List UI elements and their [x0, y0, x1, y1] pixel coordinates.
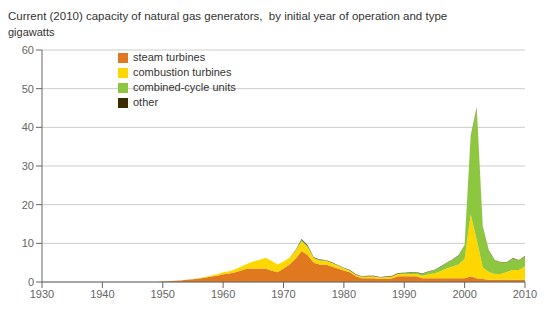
html-text:steam turbines: steam turbines — [133, 51, 206, 63]
html-text:combustion turbines: combustion turbines — [133, 66, 232, 78]
svg-text:1960: 1960 — [211, 288, 235, 300]
svg-text:1940: 1940 — [90, 288, 114, 300]
html-text:gigawatts: gigawatts — [8, 26, 55, 38]
svg-text:20: 20 — [22, 199, 34, 211]
html-text:Current (2010) capacity of nat: Current (2010) capacity of natural gas g… — [8, 10, 448, 22]
svg-text:40: 40 — [22, 121, 34, 133]
svg-text:50: 50 — [22, 83, 34, 95]
html-text:combined-cycle units: combined-cycle units — [133, 81, 236, 93]
svg-text:1980: 1980 — [332, 288, 356, 300]
svg-text:1970: 1970 — [271, 288, 295, 300]
svg-text:30: 30 — [22, 160, 34, 172]
html-text:other: other — [133, 96, 159, 108]
svg-text:1930: 1930 — [30, 288, 54, 300]
svg-text:2000: 2000 — [452, 288, 476, 300]
svg-text:60: 60 — [22, 44, 34, 56]
svg-text:0: 0 — [28, 276, 34, 288]
svg-text:1990: 1990 — [392, 288, 416, 300]
svg-text:2010: 2010 — [513, 288, 537, 300]
svg-text:1950: 1950 — [151, 288, 175, 300]
svg-text:10: 10 — [22, 237, 34, 249]
